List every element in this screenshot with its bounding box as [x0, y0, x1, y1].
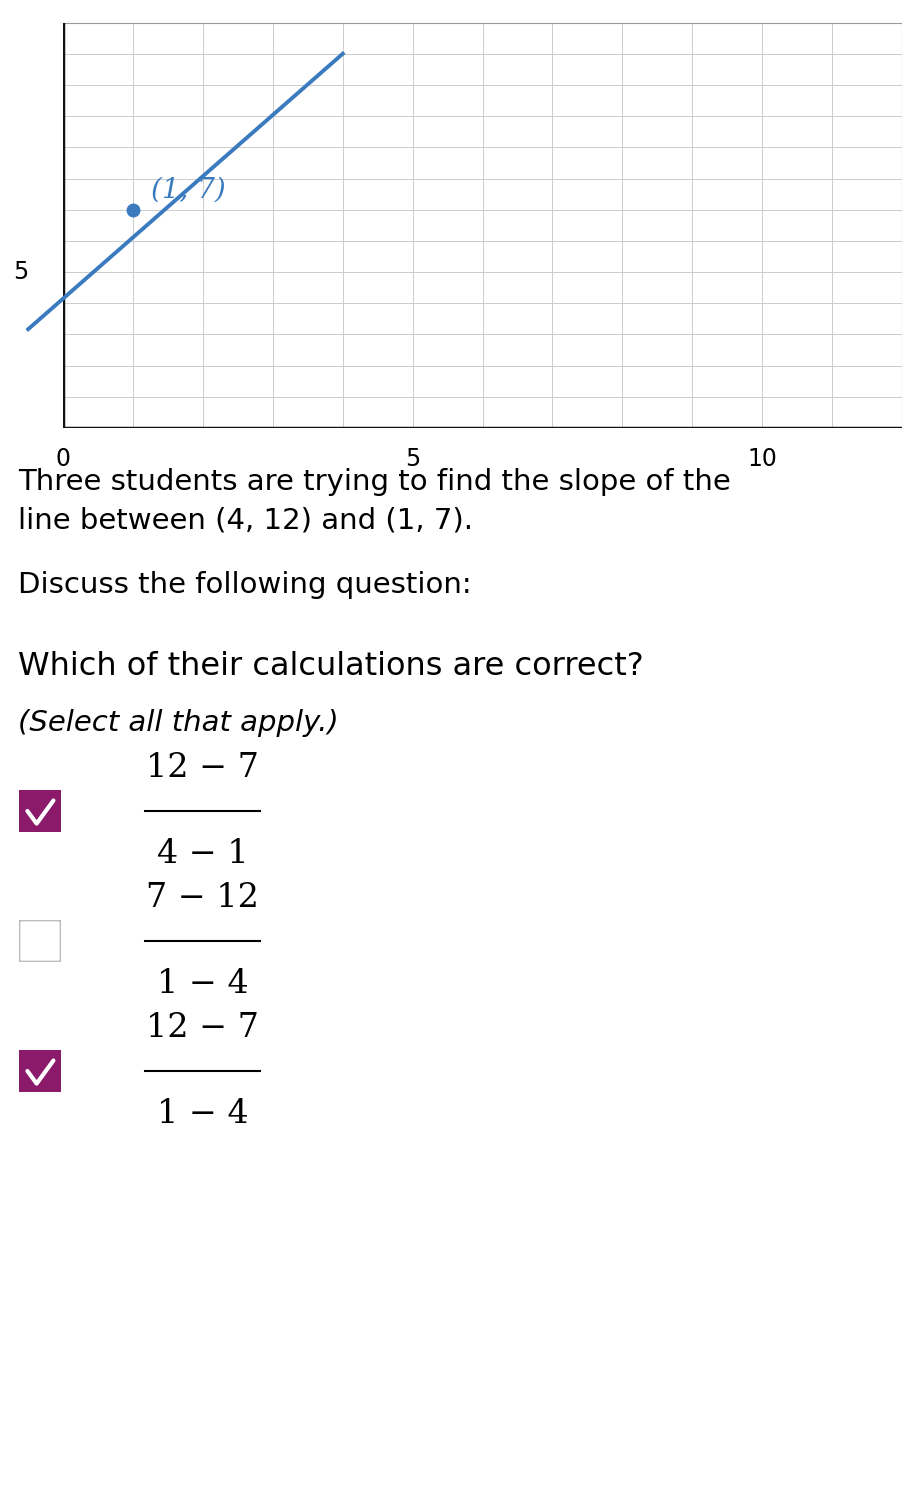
- Text: Discuss the following question:: Discuss the following question:: [18, 571, 472, 599]
- FancyBboxPatch shape: [19, 919, 61, 963]
- Text: 4 − 1: 4 − 1: [157, 838, 248, 870]
- Text: 0: 0: [56, 446, 70, 470]
- Text: (Select all that apply.): (Select all that apply.): [18, 709, 339, 737]
- Text: Three students are trying to find the slope of the: Three students are trying to find the sl…: [18, 469, 731, 496]
- Text: 5: 5: [13, 260, 28, 284]
- Text: line between (4, 12) and (1, 7).: line between (4, 12) and (1, 7).: [18, 506, 473, 535]
- Text: (1, 7): (1, 7): [151, 176, 226, 203]
- FancyBboxPatch shape: [18, 1048, 62, 1093]
- Text: 10: 10: [747, 446, 778, 470]
- Text: 1 − 4: 1 − 4: [157, 1098, 248, 1130]
- Text: 12 − 7: 12 − 7: [146, 1012, 259, 1044]
- Text: 5: 5: [405, 446, 420, 470]
- Text: 1 − 4: 1 − 4: [157, 967, 248, 1000]
- Text: 12 − 7: 12 − 7: [146, 753, 259, 784]
- FancyBboxPatch shape: [18, 789, 62, 834]
- Text: Which of their calculations are correct?: Which of their calculations are correct?: [18, 650, 644, 682]
- Text: 7 − 12: 7 − 12: [146, 882, 259, 913]
